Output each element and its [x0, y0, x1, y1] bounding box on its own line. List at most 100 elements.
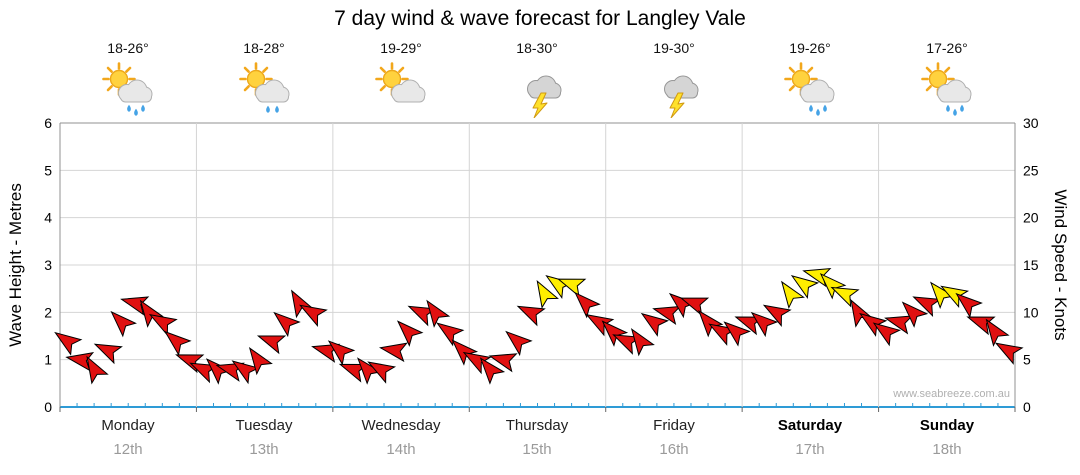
- wave-axis-label: Wave Height - Metres: [6, 183, 25, 347]
- sun-icon: [102, 62, 136, 96]
- wind-arrow: [488, 353, 518, 373]
- day-date: 16th: [659, 441, 689, 458]
- wind-arrow: [762, 304, 792, 327]
- day-date: 14th: [386, 441, 416, 458]
- wind-arrow: [850, 298, 873, 328]
- storm-icon: [509, 62, 565, 118]
- wind-arrow: [327, 340, 356, 366]
- wind-arrow: [781, 280, 805, 309]
- wind-arrow: [248, 346, 273, 376]
- day-temp: 19-30°: [653, 40, 695, 56]
- wind-arrow: [93, 343, 123, 365]
- wind-arrow: [734, 316, 764, 336]
- sun-cloud-icon: [373, 62, 429, 118]
- wind-axis-tick: 15: [1023, 257, 1039, 273]
- day-temp: 18-26°: [107, 40, 149, 56]
- wind-arrow: [516, 305, 546, 327]
- sun-cloud-light-rain-icon: [237, 62, 293, 118]
- wind-arrow: [723, 321, 751, 347]
- wind-arrow: [426, 299, 451, 328]
- wind-arrow: [750, 311, 779, 338]
- day-temp: 18-28°: [243, 40, 285, 56]
- wind-arrow: [311, 343, 341, 363]
- day-name: Tuesday: [235, 417, 293, 434]
- wind-axis-tick: 25: [1023, 162, 1039, 178]
- sun-cloud-rain-icon: [919, 62, 975, 118]
- day-date: 18th: [932, 441, 962, 458]
- wind-arrow: [557, 278, 587, 298]
- cloud-icon: [800, 79, 835, 103]
- wind-arrow: [994, 342, 1024, 365]
- wind-arrow: [884, 315, 914, 335]
- wind-arrow: [830, 286, 860, 308]
- day-name: Friday: [653, 417, 695, 434]
- rain-drops-icon: [127, 104, 145, 116]
- wind-arrow: [231, 360, 260, 385]
- wind-arrow: [612, 334, 642, 355]
- wind-arrow: [110, 310, 137, 338]
- wind-arrow: [256, 335, 287, 355]
- day-date: 13th: [249, 441, 279, 458]
- sun-cloud-rain-icon: [782, 62, 838, 118]
- day-name: Wednesday: [361, 417, 441, 434]
- wind-arrow: [790, 275, 820, 299]
- wind-axis-tick: 0: [1023, 399, 1031, 415]
- day-temp: 19-26°: [789, 40, 831, 56]
- wind-arrow: [273, 311, 301, 338]
- rain-drops-icon: [266, 105, 279, 113]
- storm-icon: [646, 62, 702, 118]
- day-name: Thursday: [505, 417, 569, 434]
- wind-arrow: [462, 351, 492, 375]
- day-temp: 19-29°: [380, 40, 422, 56]
- wave-axis-tick: 4: [44, 210, 52, 226]
- wind-axis-tick: 10: [1023, 304, 1039, 320]
- wind-axis-tick: 20: [1023, 210, 1039, 226]
- wind-arrow: [912, 296, 942, 317]
- wave-axis-tick: 3: [44, 257, 52, 273]
- rain-drops-icon: [946, 104, 964, 116]
- wind-arrow: [338, 363, 369, 383]
- wind-arrow: [955, 292, 983, 319]
- wind-arrow: [65, 351, 95, 372]
- wind-arrow: [291, 289, 314, 319]
- lightning-icon: [532, 92, 548, 118]
- storm-cloud-icon: [527, 75, 562, 99]
- wave-axis-tick: 0: [44, 399, 52, 415]
- wind-arrows: [54, 268, 1024, 385]
- cloud-icon: [118, 79, 153, 103]
- day-temp: 18-30°: [516, 40, 558, 56]
- sun-cloud-rain-icon: [100, 62, 156, 118]
- day-name: Saturday: [777, 417, 843, 434]
- cloud-icon: [937, 79, 972, 103]
- day-date: 17th: [795, 441, 825, 458]
- day-name: Monday: [101, 417, 155, 434]
- watermark: www.seabreeze.com.au: [893, 388, 1010, 400]
- wind-arrow: [175, 354, 205, 374]
- cloud-icon: [391, 79, 426, 103]
- wave-axis-tick: 1: [44, 352, 52, 368]
- wind-arrow: [652, 305, 682, 326]
- wind-arrow: [505, 330, 533, 357]
- wind-arrow: [679, 297, 710, 317]
- wind-axis-tick: 30: [1023, 115, 1039, 131]
- wind-arrow: [298, 304, 328, 327]
- wind-arrow: [640, 312, 670, 337]
- wave-axis-tick: 2: [44, 304, 52, 320]
- wind-axis-label: Wind Speed - Knots: [1051, 189, 1070, 341]
- wind-arrow: [901, 301, 929, 328]
- axis-tick-labels: 0 1 2 3 4 5 6 0 5 10 15 20 25 30: [44, 115, 1039, 415]
- day-date: 15th: [522, 441, 552, 458]
- wind-arrow: [407, 305, 437, 327]
- wind-arrow: [189, 362, 219, 384]
- cloud-icon: [255, 79, 290, 103]
- day-name: Sunday: [919, 417, 975, 434]
- wind-arrow: [396, 320, 424, 347]
- page-title: 7 day wind & wave forecast for Langley V…: [334, 7, 746, 30]
- wind-arrow: [630, 328, 655, 357]
- wind-arrow: [86, 355, 109, 385]
- rain-drops-icon: [809, 104, 827, 116]
- wind-axis-tick: 5: [1023, 352, 1031, 368]
- lightning-icon: [669, 92, 685, 118]
